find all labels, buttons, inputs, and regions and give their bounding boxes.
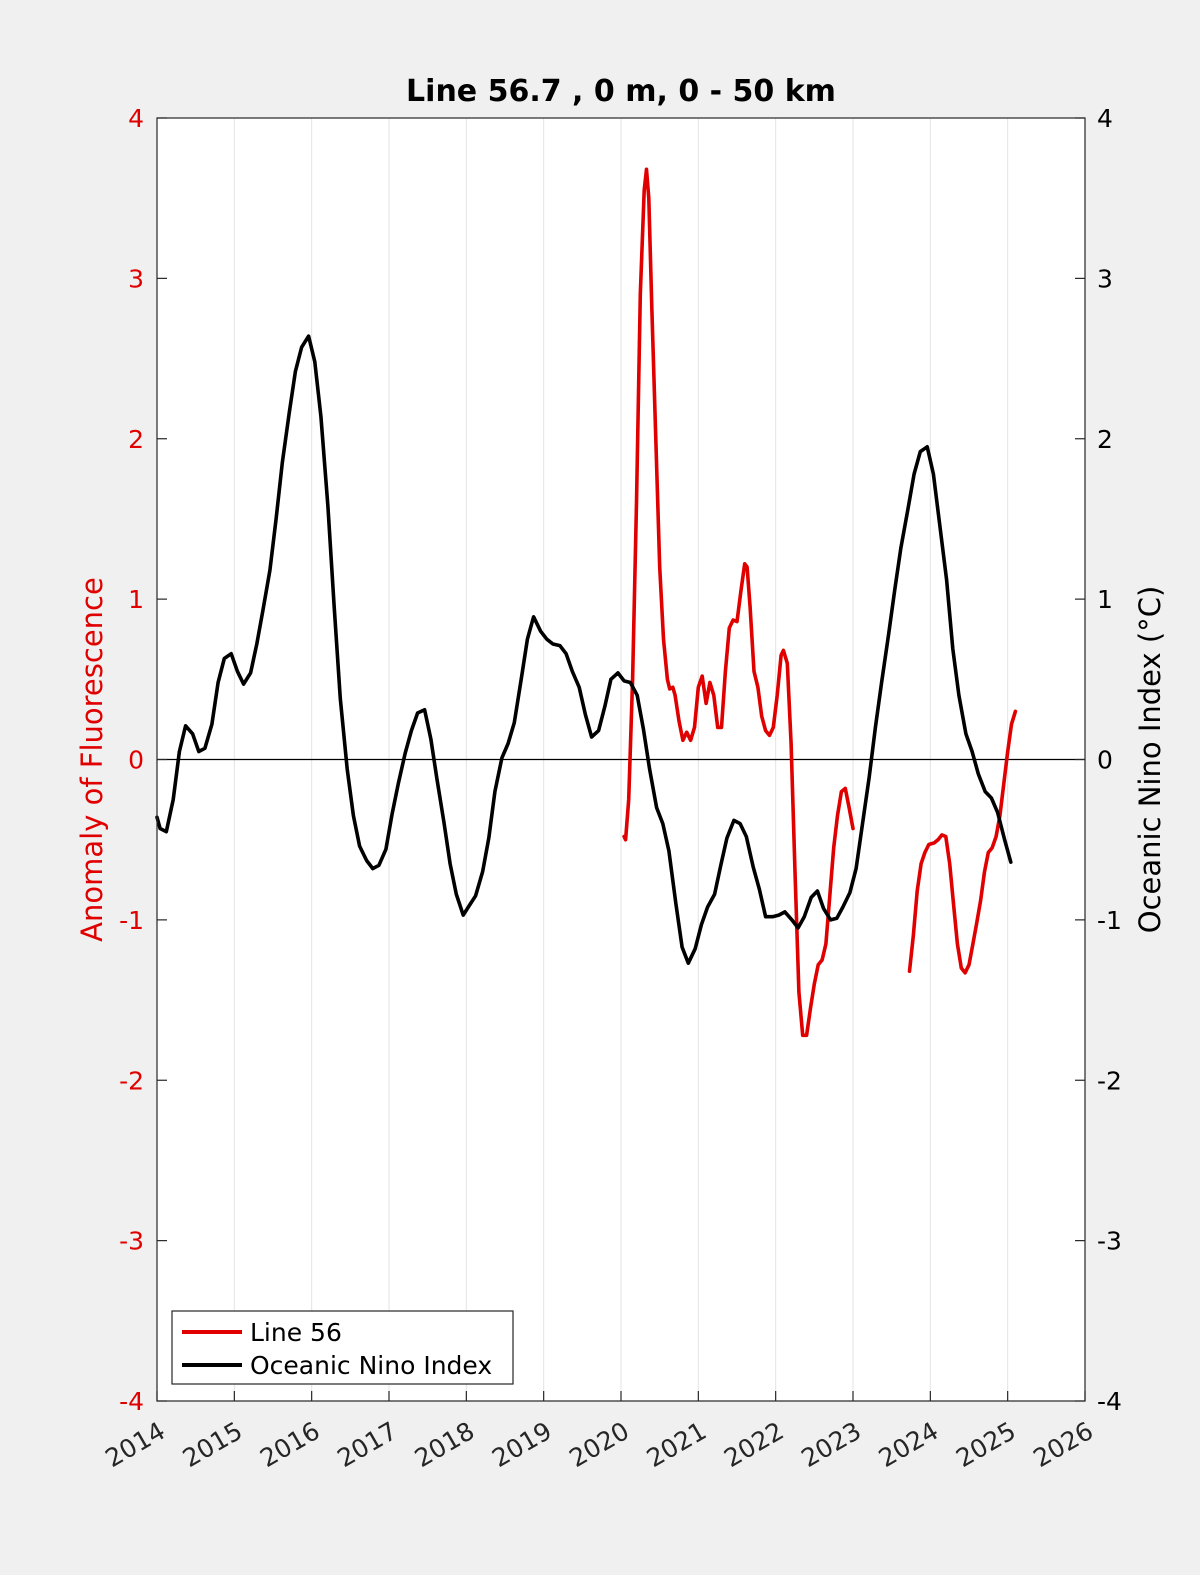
left-tick-label: 4 bbox=[128, 104, 144, 133]
x-tick-label: 2022 bbox=[719, 1416, 789, 1473]
right-tick-label: -4 bbox=[1097, 1387, 1122, 1416]
series-line-oceanic-nino-index bbox=[155, 334, 1013, 965]
left-axis-label: Anomaly of Fluorescence bbox=[75, 577, 109, 942]
left-tick-label: 1 bbox=[128, 585, 144, 614]
x-tick-label: 2018 bbox=[410, 1416, 480, 1473]
right-tick-label: 1 bbox=[1097, 585, 1113, 614]
x-tick-label: 2023 bbox=[796, 1416, 866, 1473]
series-line-line-56 bbox=[907, 709, 1018, 975]
x-tick-label: 2016 bbox=[255, 1416, 325, 1473]
legend-box bbox=[171, 1310, 514, 1385]
x-tick-label: 2017 bbox=[332, 1416, 402, 1473]
chart-title: Line 56.7 , 0 m, 0 - 50 km bbox=[406, 74, 836, 109]
right-tick-label: -1 bbox=[1097, 906, 1122, 935]
left-tick-label: -1 bbox=[119, 906, 144, 935]
x-tick-label: 2025 bbox=[951, 1416, 1021, 1473]
right-tick-label: 3 bbox=[1097, 264, 1113, 293]
x-tick-label: 2014 bbox=[100, 1416, 170, 1473]
left-tick-label: 2 bbox=[128, 425, 144, 454]
x-tick-label: 2024 bbox=[874, 1416, 944, 1473]
left-axis-ticks: 4 3 2 1 0 -1 -2 -3 -4 bbox=[119, 104, 167, 1416]
left-tick-label: -2 bbox=[119, 1066, 144, 1095]
x-tick-label: 2021 bbox=[642, 1416, 712, 1473]
x-axis-ticks: 2014 2015 2016 2017 2018 2019 2020 2021 2022 2023… bbox=[100, 1391, 1098, 1473]
right-tick-label: -3 bbox=[1097, 1227, 1122, 1256]
right-axis-label: Oceanic Nino Index (°C) bbox=[1133, 586, 1167, 934]
left-tick-label: 3 bbox=[128, 264, 144, 293]
right-tick-label: 0 bbox=[1097, 746, 1113, 775]
legend-label-oni: Oceanic Nino Index bbox=[250, 1351, 492, 1380]
x-tick-label: 2020 bbox=[564, 1416, 634, 1473]
x-tick-label: 2019 bbox=[487, 1416, 557, 1473]
legend: Line 56 Oceanic Nino Index bbox=[171, 1310, 514, 1385]
x-tick-label: 2015 bbox=[178, 1416, 248, 1473]
right-axis-ticks: 4 3 2 1 0 -1 -2 -3 -4 bbox=[1075, 104, 1122, 1416]
series-layer bbox=[155, 167, 1018, 1038]
right-tick-label: 4 bbox=[1097, 104, 1113, 133]
right-tick-label: -2 bbox=[1097, 1066, 1122, 1095]
series-line-line-56 bbox=[622, 167, 855, 1038]
left-tick-label: -3 bbox=[119, 1227, 144, 1256]
legend-label-line-56: Line 56 bbox=[250, 1318, 342, 1347]
left-tick-label: -4 bbox=[119, 1387, 144, 1416]
right-tick-label: 2 bbox=[1097, 425, 1113, 454]
x-tick-label: 2026 bbox=[1028, 1416, 1098, 1473]
left-tick-label: 0 bbox=[128, 746, 144, 775]
